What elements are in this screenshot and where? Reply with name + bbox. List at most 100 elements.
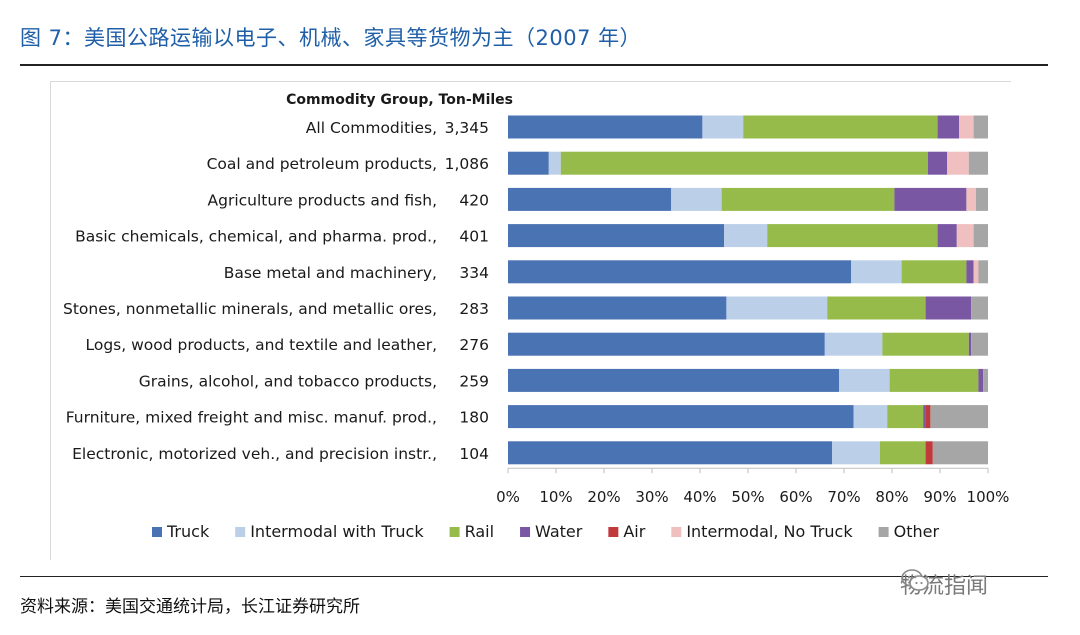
ton-miles-value: 420: [459, 191, 489, 209]
x-tick-label: 70%: [827, 488, 860, 506]
ton-miles-value: 276: [459, 336, 489, 354]
bottom-rule: [20, 576, 1048, 577]
legend-swatch: [152, 527, 162, 537]
x-tick-label: 60%: [779, 488, 812, 506]
bar-segment: [832, 441, 880, 465]
bar-segment: [724, 224, 768, 248]
bar-segment: [851, 260, 902, 284]
bar-segment: [508, 405, 854, 429]
category-label: Coal and petroleum products,: [207, 155, 437, 173]
bar-segment: [508, 441, 832, 465]
ton-miles-value: 3,345: [445, 119, 489, 137]
column-header: Commodity Group, Ton-Miles: [286, 92, 513, 108]
bar-segment: [508, 368, 840, 392]
x-tick-label: 40%: [683, 488, 716, 506]
bar-segment: [971, 296, 988, 320]
bar-segment: [973, 115, 988, 139]
bar-segment: [721, 187, 895, 211]
legend-swatch: [235, 527, 246, 537]
bar-segment: [978, 260, 988, 284]
bar-segment: [824, 332, 883, 356]
category-label: Agriculture products and fish,: [208, 191, 437, 209]
bar-segment: [968, 332, 972, 356]
category-label: Base metal and machinery,: [224, 264, 437, 282]
x-tick-label: 80%: [875, 488, 908, 506]
legend-label: Intermodal, No Truck: [686, 522, 853, 541]
bar-segment: [508, 332, 825, 356]
bar-segment: [508, 260, 852, 284]
bar-segment: [827, 296, 926, 320]
ton-miles-value: 334: [459, 264, 489, 282]
legend-label: Water: [535, 522, 583, 541]
bar-segment: [966, 187, 976, 211]
bar-segment: [925, 441, 933, 465]
source-note: 资料来源：美国交通统计局，长江证券研究所: [20, 597, 360, 617]
bar-segment: [508, 115, 703, 139]
ton-miles-value: 1,086: [445, 155, 489, 173]
category-label: Grains, alcohol, and tobacco products,: [139, 372, 437, 390]
bar-segment: [726, 296, 828, 320]
legend-label: Intermodal with Truck: [250, 522, 424, 541]
bar-segment: [973, 260, 979, 284]
ton-miles-value: 259: [459, 372, 489, 390]
bar-segment: [548, 151, 561, 175]
bar-segment: [937, 115, 960, 139]
bar-segment: [894, 187, 967, 211]
bar-segment: [508, 187, 672, 211]
category-label: Logs, wood products, and textile and lea…: [86, 336, 438, 354]
bar-segment: [901, 260, 967, 284]
chart-frame: [50, 81, 1011, 560]
bar-segment: [702, 115, 744, 139]
bar-segment: [560, 151, 928, 175]
bar-segment: [880, 441, 926, 465]
legend-label: Other: [894, 522, 940, 541]
legend-label: Rail: [465, 522, 494, 541]
bar-segment: [956, 224, 974, 248]
bar-segment: [671, 187, 722, 211]
bar-segment: [853, 405, 888, 429]
bar-segment: [968, 151, 988, 175]
bar-segment: [887, 405, 924, 429]
bar-segment: [932, 441, 988, 465]
x-tick-label: 20%: [587, 488, 620, 506]
legend-label: Air: [623, 522, 645, 541]
watermark: 物流指闻: [900, 568, 988, 600]
bar-segment: [959, 115, 974, 139]
bar-segment: [923, 405, 926, 429]
legend-swatch: [671, 527, 682, 537]
bar-segment: [947, 151, 969, 175]
bar-segment: [508, 151, 549, 175]
bar-segment: [839, 368, 890, 392]
ton-miles-value: 401: [459, 228, 489, 246]
bar-segment: [930, 405, 988, 429]
legend-swatch: [449, 527, 460, 537]
x-tick-label: 30%: [635, 488, 668, 506]
x-tick-label: 50%: [731, 488, 764, 506]
legend-swatch: [520, 527, 531, 537]
bar-segment: [925, 296, 972, 320]
category-label: Furniture, mixed freight and misc. manuf…: [66, 409, 437, 427]
x-tick-label: 10%: [539, 488, 572, 506]
bar-segment: [508, 296, 727, 320]
ton-miles-value: 180: [459, 409, 489, 427]
bar-segment: [937, 224, 957, 248]
legend-label: Truck: [166, 522, 210, 541]
bar-segment: [767, 224, 938, 248]
bar-segment: [976, 187, 988, 211]
figure-title: 图 7：美国公路运输以电子、机械、家具等货物为主（2007 年）: [20, 26, 642, 50]
top-rule: [20, 64, 1048, 66]
x-tick-label: 90%: [923, 488, 956, 506]
bar-segment: [971, 332, 988, 356]
legend-swatch: [878, 527, 889, 537]
bar-segment: [978, 368, 984, 392]
bar-segment: [508, 224, 724, 248]
bar-segment: [889, 368, 979, 392]
x-tick-label: 0%: [496, 488, 520, 506]
bar-segment: [928, 151, 948, 175]
ton-miles-value: 283: [459, 300, 489, 318]
category-label: Stones, nonmetallic minerals, and metall…: [63, 300, 437, 318]
bar-segment: [925, 405, 931, 429]
category-label: All Commodities,: [306, 119, 437, 137]
bar-segment: [983, 368, 988, 392]
